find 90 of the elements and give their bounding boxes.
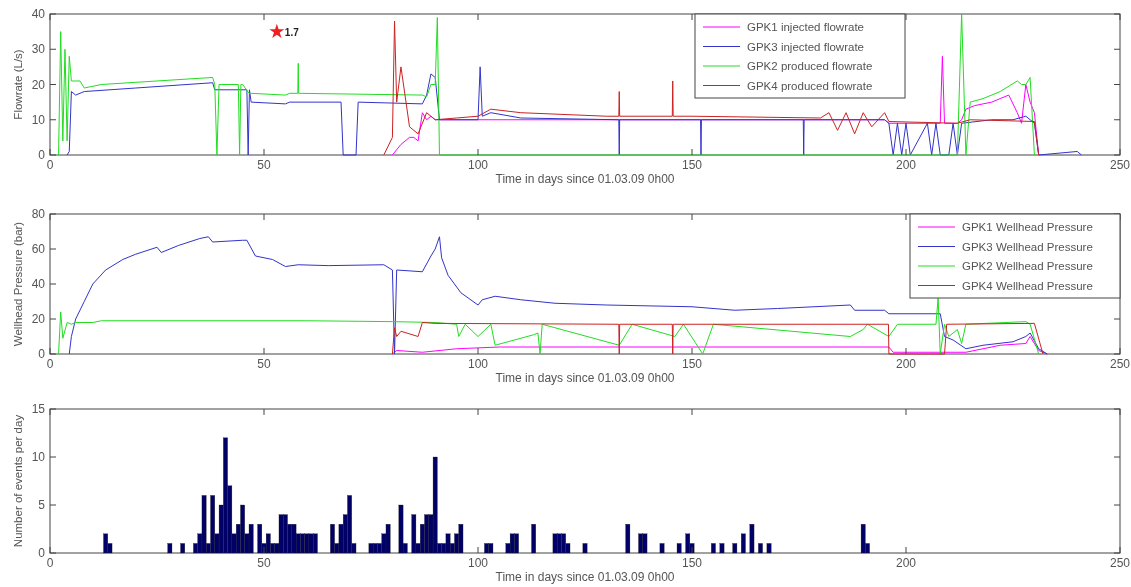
line-series	[58, 297, 1040, 355]
bar	[240, 504, 245, 554]
x-tick-label: 150	[681, 357, 703, 371]
line-series	[58, 13, 1035, 156]
bar	[372, 543, 378, 554]
line-series	[68, 236, 1048, 355]
bar	[167, 543, 173, 554]
legend-label: GPK2 Wellhead Pressure	[962, 260, 1093, 272]
bar	[368, 543, 374, 554]
y-axis-title: Flowrate (L/s)	[12, 49, 24, 120]
y-tick-label: 80	[31, 207, 46, 221]
y-axis-title: Wellhead Pressure (bar)	[12, 221, 24, 347]
bar	[719, 543, 725, 554]
legend-label: GPK1 Wellhead Pressure	[962, 221, 1093, 233]
x-axis-title: Time in days since 01.03.09 0h00	[495, 371, 675, 385]
bar	[732, 543, 738, 554]
y-tick-label: 0	[38, 148, 46, 162]
annotation: 1.7	[284, 26, 300, 38]
legend-label: GPK4 produced flowrate	[747, 79, 873, 92]
bar	[659, 543, 665, 554]
bar	[749, 524, 755, 554]
y-tick-label: 40	[31, 7, 46, 21]
y-tick-label: 30	[31, 42, 46, 57]
bar	[330, 524, 335, 554]
bar	[278, 514, 284, 554]
bar	[248, 524, 254, 554]
x-axis-title: Time in days since 01.03.09 0h00	[495, 172, 675, 186]
bar	[180, 543, 185, 554]
x-tick-label: 200	[895, 357, 917, 371]
x-tick-label: 100	[467, 556, 489, 570]
bar	[411, 514, 417, 554]
bar	[625, 524, 631, 554]
legend-label: GPK1 injected flowrate	[747, 21, 864, 33]
bar	[758, 543, 763, 554]
bar	[201, 495, 207, 554]
y-tick-label: 10	[31, 112, 46, 127]
y-tick-label: 5	[38, 498, 46, 512]
line-series	[391, 336, 1048, 355]
x-tick-label: 200	[895, 158, 917, 172]
bar	[398, 504, 404, 554]
bar	[860, 524, 866, 554]
bar	[424, 514, 429, 554]
bar	[676, 543, 682, 554]
bar	[531, 524, 536, 554]
bar	[265, 533, 271, 554]
bar	[552, 533, 558, 554]
y-tick-label: 20	[31, 77, 46, 92]
x-tick-label: 150	[681, 158, 703, 172]
bar	[582, 543, 588, 554]
x-tick-label: 50	[257, 556, 271, 570]
legend-label: GPK2 produced flowrate	[747, 60, 873, 72]
bar	[257, 524, 263, 554]
bar	[432, 456, 438, 554]
legend-label: GPK3 Wellhead Pressure	[962, 240, 1093, 253]
x-tick-label: 200	[895, 556, 917, 570]
bar	[210, 495, 215, 554]
bar	[445, 533, 451, 554]
x-tick-label: 250	[1109, 556, 1131, 570]
y-tick-label: 15	[31, 402, 46, 416]
y-tick-label: 0	[38, 546, 46, 560]
x-tick-label: 100	[467, 158, 489, 172]
bar	[766, 543, 772, 554]
bar	[711, 543, 716, 554]
x-axis-title: Time in days since 01.03.09 0h00	[495, 570, 675, 584]
bar	[304, 533, 310, 554]
bar	[291, 524, 297, 554]
y-tick-label: 10	[31, 450, 46, 464]
x-tick-label: 250	[1109, 357, 1131, 371]
legend-label: GPK3 injected flowrate	[747, 40, 864, 53]
bar	[741, 533, 746, 554]
y-axis-title: Number of events per day	[12, 414, 24, 548]
line-series	[391, 322, 1044, 355]
y-tick-label: 60	[31, 242, 46, 256]
bar	[488, 543, 494, 554]
x-tick-label: 250	[1109, 158, 1131, 172]
legend-label: GPK4 Wellhead Pressure	[962, 279, 1093, 292]
x-tick-label: 50	[257, 158, 271, 172]
bar	[642, 533, 648, 554]
bar	[385, 524, 391, 554]
x-tick-label: 50	[257, 357, 271, 371]
bar	[685, 533, 691, 554]
x-tick-label: 100	[467, 357, 489, 371]
bar	[308, 533, 314, 554]
y-tick-label: 40	[31, 277, 46, 291]
line-series	[383, 20, 1040, 156]
bar	[458, 524, 464, 554]
x-tick-label: 150	[681, 556, 703, 570]
bar	[509, 533, 515, 554]
y-tick-label: 0	[38, 347, 46, 361]
y-tick-label: 20	[31, 312, 46, 326]
